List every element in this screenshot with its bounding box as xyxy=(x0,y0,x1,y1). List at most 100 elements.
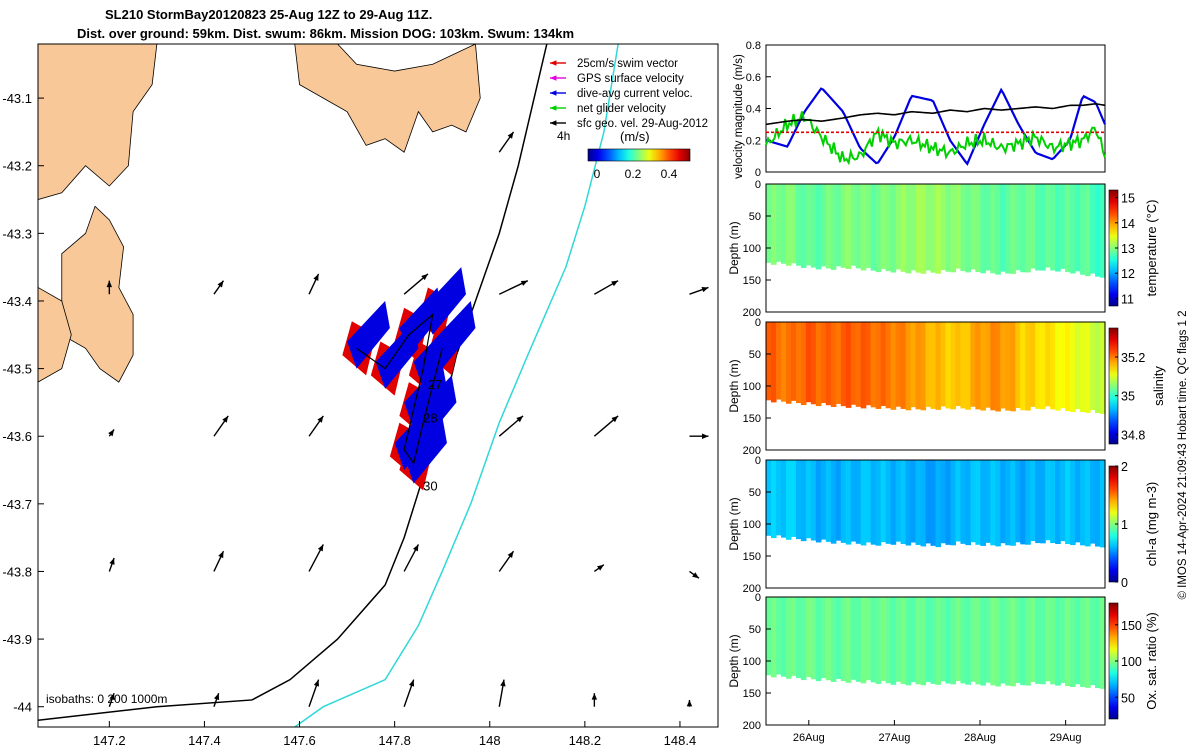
geostrophic-velocity-arrow xyxy=(498,679,506,707)
colorbar-gradient xyxy=(1108,327,1119,445)
geostrophic-velocity-arrow xyxy=(308,544,324,572)
y-tick-label: 0 xyxy=(755,167,761,179)
section-column xyxy=(1050,322,1056,410)
section-column xyxy=(766,597,772,676)
section-column xyxy=(995,597,1001,687)
y-tick-label: -43.3 xyxy=(2,226,32,241)
section-column xyxy=(880,597,887,681)
y-tick-label: -43.1 xyxy=(2,91,32,106)
section-column xyxy=(1100,460,1106,548)
geostrophic-velocity-arrow xyxy=(594,280,619,295)
section-column xyxy=(830,184,837,270)
isobath-label: isobaths: 0 200 1000m xyxy=(46,692,167,706)
current-vector-swath xyxy=(404,415,447,484)
section-column xyxy=(1045,460,1051,541)
section-column xyxy=(850,460,857,542)
section-column xyxy=(870,322,877,408)
section-column xyxy=(850,322,857,405)
section-column xyxy=(1010,597,1016,687)
section-column xyxy=(945,322,952,409)
x-tick-label: 147.2 xyxy=(93,733,126,748)
colorbar-tick-label: 0 xyxy=(594,167,601,181)
section-column xyxy=(895,184,902,270)
section-column xyxy=(850,184,857,266)
geostrophic-velocity-arrow xyxy=(213,415,229,437)
section-column xyxy=(1000,322,1006,409)
y-tick-label: 150 xyxy=(743,413,761,425)
y-tick-label: -43.6 xyxy=(2,429,32,444)
section-column xyxy=(930,322,937,409)
section-column xyxy=(835,322,842,404)
section-column xyxy=(770,184,777,265)
section-column xyxy=(940,322,947,407)
section-column xyxy=(1005,322,1011,411)
section-column xyxy=(875,184,882,273)
section-column xyxy=(965,460,971,546)
section-column xyxy=(1060,184,1066,269)
section-column xyxy=(965,322,971,410)
section-column xyxy=(935,597,942,685)
section-column xyxy=(930,597,937,684)
geostrophic-velocity-arrow xyxy=(593,564,605,573)
section-column xyxy=(1095,460,1101,547)
section-column xyxy=(890,460,897,545)
section-column xyxy=(1035,597,1041,684)
section-column xyxy=(1075,322,1081,410)
section-column xyxy=(1100,184,1106,278)
geostrophic-velocity-arrow xyxy=(689,570,700,579)
section-column xyxy=(985,597,991,683)
section-column xyxy=(825,184,832,269)
section-column xyxy=(860,460,867,546)
y-tick-label: 0.2 xyxy=(746,135,761,147)
y-tick-label: 50 xyxy=(749,487,761,499)
section-column xyxy=(865,460,872,543)
section-column xyxy=(1075,460,1081,543)
section-column xyxy=(1025,322,1031,411)
section-column xyxy=(785,322,792,404)
section-column xyxy=(780,184,787,264)
colorbar-tick-label: 0 xyxy=(1121,576,1128,590)
day-label: 27 xyxy=(428,377,442,392)
section-column xyxy=(775,184,782,262)
legend-label: GPS surface velocity xyxy=(577,73,684,85)
section-column xyxy=(800,597,807,681)
section-column xyxy=(940,184,947,270)
section-column xyxy=(855,184,862,269)
title-line-2: Dist. over ground: 59km. Dist. swum: 86k… xyxy=(77,26,575,41)
glider-track xyxy=(342,267,476,491)
section-column xyxy=(830,322,837,407)
section-column xyxy=(885,184,892,272)
section-column xyxy=(875,322,882,409)
section-column xyxy=(995,322,1001,412)
section-column xyxy=(1080,597,1086,687)
section-column xyxy=(920,597,927,686)
section-column xyxy=(790,184,797,264)
geostrophic-velocity-arrow xyxy=(403,544,420,572)
y-tick-label: 0 xyxy=(755,179,761,191)
salinity-section: 0 50 100 150 200 Depth (m) 34.8 35 35.2 salinity xyxy=(727,317,1166,457)
y-tick-label: -43.9 xyxy=(2,632,32,647)
y-tick-label: 100 xyxy=(743,656,761,668)
section-column xyxy=(1095,184,1101,277)
isobath-200m xyxy=(38,44,548,721)
section-column xyxy=(1080,460,1086,546)
x-tick-label: 148.2 xyxy=(569,733,602,748)
x-tick-label: 147.8 xyxy=(378,733,411,748)
section-column xyxy=(980,597,986,686)
section-column xyxy=(885,322,892,409)
x-tick-label: 148 xyxy=(479,733,501,748)
velocity-series-net xyxy=(765,111,1106,166)
colorbar-gradient xyxy=(587,148,691,162)
section-column xyxy=(1075,597,1081,685)
section-column xyxy=(925,322,932,407)
section-column xyxy=(1025,597,1031,686)
section-column xyxy=(1030,597,1036,682)
section-column xyxy=(810,184,817,268)
section-column xyxy=(955,460,962,542)
geostrophic-velocity-arrow xyxy=(689,286,709,295)
section-column xyxy=(830,460,837,544)
section-column xyxy=(915,322,922,410)
section-column xyxy=(910,322,917,408)
chla-section: 0 50 100 150 200 Depth (m) 0 1 2 chl-a (mg m-3) xyxy=(727,455,1159,595)
y-tick-label: 200 xyxy=(743,445,761,457)
